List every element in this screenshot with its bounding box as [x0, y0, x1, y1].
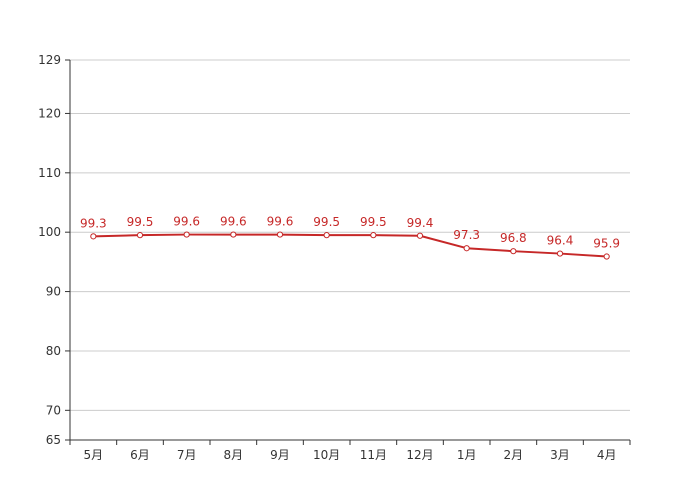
data-point [90, 233, 97, 240]
series-line [90, 231, 610, 260]
x-tick-label: 7月 [177, 448, 197, 462]
data-label: 96.4 [547, 234, 574, 248]
x-tick-label: 11月 [360, 448, 387, 462]
data-label: 99.3 [80, 216, 107, 230]
x-tick-label: 8月 [224, 448, 244, 462]
data-point [510, 248, 517, 255]
y-tick-label: 100 [38, 225, 61, 239]
x-tick-label: 9月 [270, 448, 290, 462]
y-tick-label: 110 [38, 166, 61, 180]
data-label: 99.4 [407, 216, 434, 230]
y-tick-label: 65 [46, 433, 61, 447]
data-point [183, 231, 190, 238]
data-point [276, 231, 284, 238]
data-point [136, 232, 144, 239]
data-label: 99.6 [267, 215, 294, 229]
data-label: 99.5 [360, 215, 387, 229]
data-label: 96.8 [500, 231, 527, 245]
data-point [230, 231, 237, 238]
data-point [556, 250, 564, 257]
y-tick-label: 120 [38, 106, 61, 120]
x-tick-label: 4月 [597, 448, 617, 462]
data-point [603, 253, 610, 260]
y-tick-label: 90 [46, 285, 61, 299]
grid-lines [70, 59, 630, 411]
data-point [323, 232, 330, 239]
x-tick-label: 1月 [457, 448, 477, 462]
data-label: 99.6 [173, 215, 200, 229]
data-point [416, 232, 424, 239]
data-label: 95.9 [593, 237, 620, 251]
data-labels: 99.3 99.5 99.6 99.6 99.6 99.5 99.5 99.4 97.3 96.8… [80, 215, 620, 251]
x-tick-label: 6月 [130, 448, 150, 462]
data-point [370, 232, 377, 239]
data-label: 97.3 [453, 228, 480, 242]
axes: 65 70 80 90 100 110 120 129 5月 6月 7月 8月 9月 10月 11月 12月 1… [38, 53, 631, 462]
x-tick-label: 3月 [550, 448, 570, 462]
data-point [463, 245, 470, 252]
x-tick-label: 12月 [406, 448, 433, 462]
y-tick-label: 70 [46, 403, 61, 417]
x-tick-label: 10月 [313, 448, 340, 462]
x-tick-label: 5月 [84, 448, 104, 462]
data-label: 99.6 [220, 215, 247, 229]
data-label: 99.5 [127, 215, 154, 229]
x-tick-label: 2月 [504, 448, 524, 462]
data-label: 99.5 [313, 215, 340, 229]
series-line-path [93, 233, 607, 258]
y-tick-label: 80 [46, 344, 61, 358]
y-tick-label: 129 [38, 53, 61, 67]
